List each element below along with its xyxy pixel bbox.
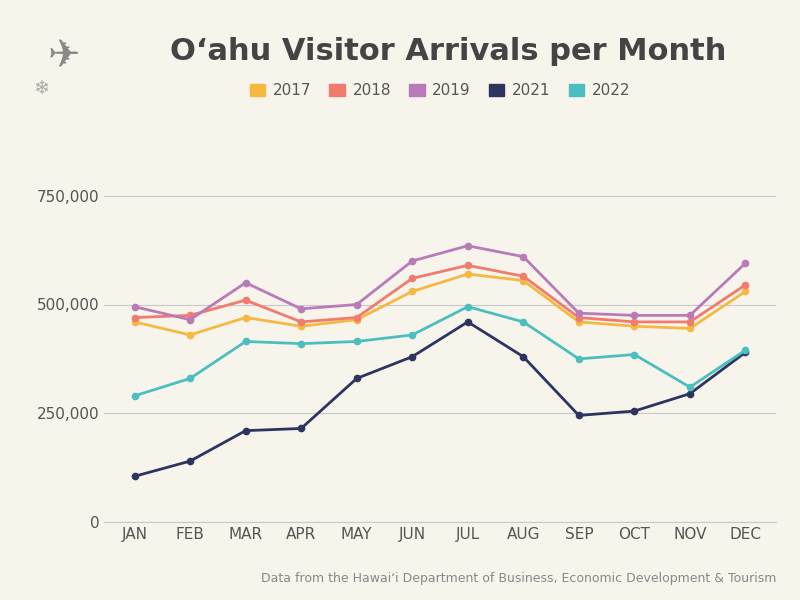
2021 <box>518 353 528 360</box>
2019 <box>186 316 195 323</box>
2018 <box>352 314 362 321</box>
2018 <box>296 318 306 325</box>
2022 <box>463 303 473 310</box>
2017 <box>352 316 362 323</box>
2017 <box>574 318 584 325</box>
2022 <box>186 375 195 382</box>
2021 <box>463 318 473 325</box>
2018 <box>741 281 750 289</box>
2019 <box>463 242 473 250</box>
Line: 2019: 2019 <box>131 242 749 323</box>
2017 <box>241 314 250 321</box>
2022 <box>296 340 306 347</box>
2018 <box>574 314 584 321</box>
2018 <box>130 314 139 321</box>
2019 <box>741 260 750 267</box>
Line: 2021: 2021 <box>131 319 749 479</box>
2018 <box>186 312 195 319</box>
2018 <box>407 275 417 282</box>
2017 <box>685 325 694 332</box>
2022 <box>574 355 584 362</box>
2019 <box>630 312 639 319</box>
Text: Data from the Hawaiʻi Department of Business, Economic Development & Tourism: Data from the Hawaiʻi Department of Busi… <box>261 572 776 585</box>
2018 <box>463 262 473 269</box>
2019 <box>130 303 139 310</box>
2017 <box>186 331 195 338</box>
2017 <box>630 323 639 330</box>
2018 <box>518 272 528 280</box>
2022 <box>130 392 139 400</box>
Text: Oʻahu Visitor Arrivals per Month: Oʻahu Visitor Arrivals per Month <box>170 37 726 65</box>
2021 <box>186 457 195 464</box>
Line: 2017: 2017 <box>131 271 749 338</box>
2018 <box>685 318 694 325</box>
2021 <box>352 375 362 382</box>
2019 <box>407 257 417 265</box>
2021 <box>407 353 417 360</box>
2021 <box>630 407 639 415</box>
Text: ✈: ✈ <box>48 36 80 74</box>
2022 <box>241 338 250 345</box>
2022 <box>518 318 528 325</box>
2021 <box>130 473 139 480</box>
2017 <box>296 323 306 330</box>
2018 <box>630 318 639 325</box>
Line: 2022: 2022 <box>131 304 749 399</box>
2022 <box>352 338 362 345</box>
2017 <box>130 318 139 325</box>
2022 <box>741 347 750 354</box>
2017 <box>518 277 528 284</box>
2021 <box>241 427 250 434</box>
2019 <box>296 305 306 313</box>
2022 <box>630 351 639 358</box>
2022 <box>685 383 694 391</box>
2022 <box>407 331 417 338</box>
2017 <box>741 288 750 295</box>
2021 <box>296 425 306 432</box>
2017 <box>407 288 417 295</box>
Line: 2018: 2018 <box>131 262 749 325</box>
2019 <box>518 253 528 260</box>
2017 <box>463 271 473 278</box>
2019 <box>574 310 584 317</box>
2019 <box>352 301 362 308</box>
2018 <box>241 296 250 304</box>
2021 <box>741 349 750 356</box>
2019 <box>241 279 250 286</box>
Text: ❄: ❄ <box>34 79 50 98</box>
2019 <box>685 312 694 319</box>
2021 <box>574 412 584 419</box>
2021 <box>685 390 694 397</box>
Legend: 2017, 2018, 2019, 2021, 2022: 2017, 2018, 2019, 2021, 2022 <box>244 77 636 104</box>
